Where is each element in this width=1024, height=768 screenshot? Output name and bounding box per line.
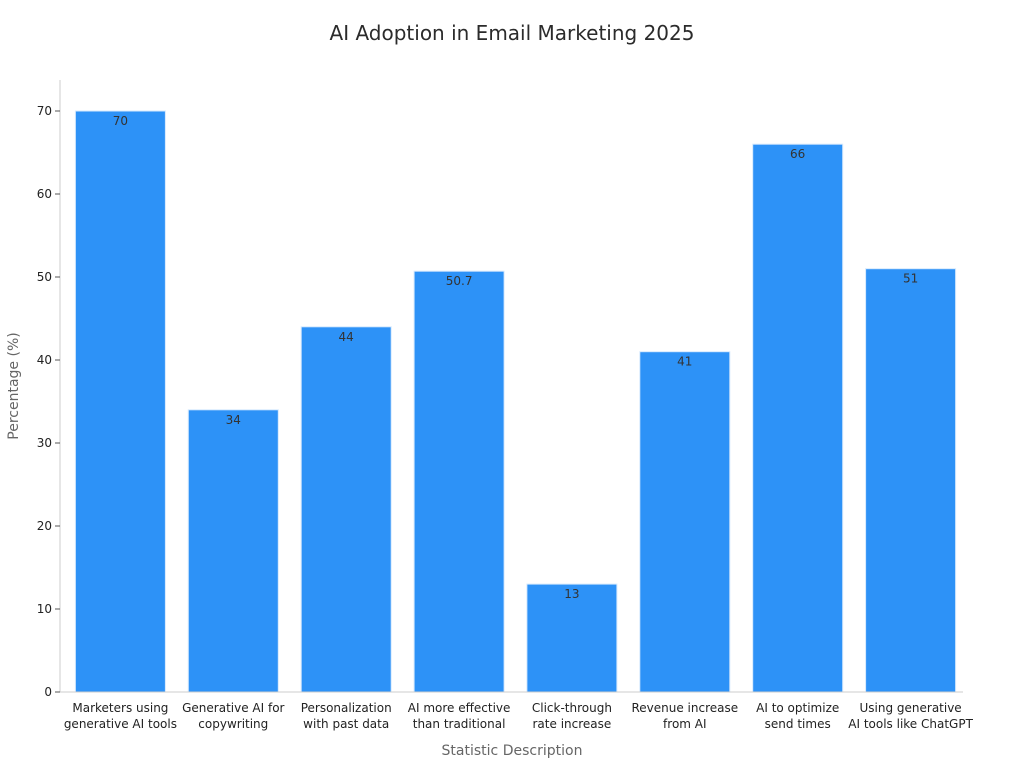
x-tick-label: AI more effective than traditional <box>408 701 511 731</box>
x-tick-label-line: AI more effective <box>408 701 511 715</box>
bar <box>300 326 392 693</box>
data-label: 41 <box>677 355 692 369</box>
y-tick-label: 70 <box>37 104 52 118</box>
x-tick-label-line: AI tools like ChatGPT <box>848 717 973 731</box>
x-tick-label: AI to optimize send times <box>756 701 839 731</box>
x-tick-label-line: send times <box>765 717 831 731</box>
x-tick-label-line: from AI <box>663 717 707 731</box>
y-ticks-group: 0 10 20 30 40 50 60 70 <box>37 104 60 699</box>
x-tick-label-line: Revenue increase <box>631 701 738 715</box>
x-tick-label-line: with past data <box>303 717 389 731</box>
x-tick-label: Marketers using generative AI tools <box>64 701 177 731</box>
data-label: 70 <box>113 114 128 128</box>
y-tick-label: 0 <box>44 685 52 699</box>
data-label: 51 <box>903 272 918 286</box>
x-tick-label-line: copywriting <box>198 717 268 731</box>
data-labels-group: 70 34 44 50.7 13 41 66 51 <box>113 114 918 601</box>
x-tick-label-line: rate increase <box>533 717 612 731</box>
x-tick-label-line: AI to optimize <box>756 701 839 715</box>
data-label: 66 <box>790 147 805 161</box>
y-tick-label: 30 <box>37 436 52 450</box>
x-tick-label-line: Click-through <box>532 701 612 715</box>
x-tick-label: Using generative AI tools like ChatGPT <box>848 701 973 731</box>
chart-title: AI Adoption in Email Marketing 2025 <box>330 21 695 45</box>
bar <box>752 143 844 693</box>
bar <box>865 268 957 693</box>
y-tick-label: 20 <box>37 519 52 533</box>
x-tick-label: Personalization with past data <box>301 701 392 731</box>
x-axis-title: Statistic Description <box>442 743 583 759</box>
y-tick-label: 10 <box>37 602 52 616</box>
y-tick-label: 60 <box>37 187 52 201</box>
bar <box>413 270 505 693</box>
y-axis-title: Percentage (%) <box>6 332 22 439</box>
y-tick-label: 40 <box>37 353 52 367</box>
x-tick-label-line: Generative AI for <box>182 701 284 715</box>
data-label: 34 <box>226 413 241 427</box>
bar <box>639 351 731 693</box>
x-labels-group: Marketers using generative AI tools Genera… <box>64 701 974 731</box>
y-tick-label: 50 <box>37 270 52 284</box>
x-tick-label-line: generative AI tools <box>64 717 177 731</box>
bar <box>74 110 166 693</box>
bar <box>526 583 618 693</box>
axes-group <box>59 80 963 693</box>
x-tick-label: Revenue increase from AI <box>631 701 738 731</box>
data-label: 50.7 <box>446 274 473 288</box>
x-tick-label-line: Using generative <box>859 701 961 715</box>
x-tick-label-line: Personalization <box>301 701 392 715</box>
x-tick-label: Generative AI for copywriting <box>182 701 284 731</box>
bar <box>187 409 279 693</box>
x-tick-label-line: Marketers using <box>72 701 168 715</box>
x-tick-label: Click-through rate increase <box>532 701 612 731</box>
data-label: 44 <box>339 330 354 344</box>
x-tick-label-line: than traditional <box>413 717 506 731</box>
bars-group <box>74 110 957 693</box>
data-label: 13 <box>564 587 579 601</box>
